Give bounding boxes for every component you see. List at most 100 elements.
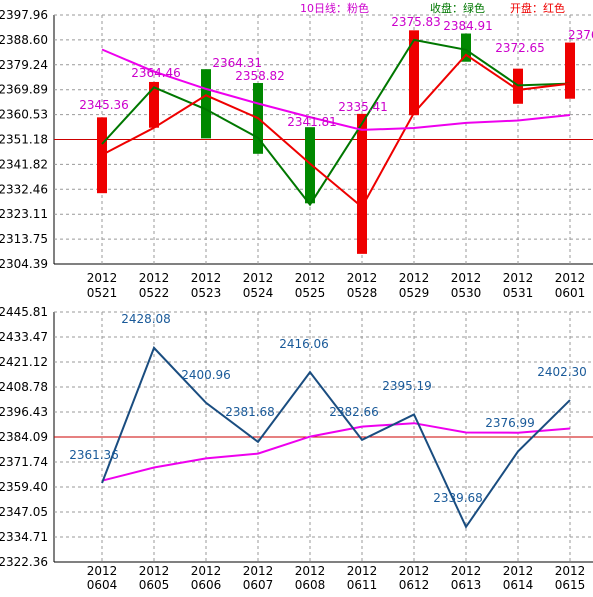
x-tick-label-year: 2012: [503, 271, 534, 285]
data-label: 2376.78: [568, 28, 593, 42]
data-label: 2364.46: [131, 66, 181, 80]
y-tick-label: 2369.89: [0, 83, 48, 97]
close-price-line: [101, 38, 571, 207]
data-label: 2376.99: [485, 416, 535, 430]
x-tick-label-year: 2012: [243, 564, 274, 578]
x-tick-label-date: 0611: [347, 578, 378, 592]
x-tick-label-year: 2012: [191, 564, 222, 578]
data-label: 2361.36: [69, 448, 119, 462]
x-tick-label-date: 0605: [139, 578, 170, 592]
data-label: 2339.68: [433, 491, 483, 505]
data-label: 2395.19: [382, 379, 432, 393]
data-label: 2358.82: [235, 69, 285, 83]
candle-bar: [201, 69, 211, 139]
y-tick-label: 2359.40: [0, 480, 48, 494]
x-tick-label-date: 0613: [451, 578, 482, 592]
candle-bar: [409, 30, 419, 116]
x-tick-label-year: 2012: [451, 564, 482, 578]
x-tick-label-year: 2012: [503, 564, 534, 578]
data-label: 2345.36: [79, 98, 129, 112]
y-tick-label: 2323.11: [0, 207, 48, 221]
x-tick-label-date: 0606: [191, 578, 222, 592]
y-tick-label: 2397.96: [0, 8, 48, 22]
data-label: 2382.66: [329, 405, 379, 419]
candle-bar: [565, 42, 575, 99]
y-tick-label: 2384.09: [0, 430, 48, 444]
x-tick-label-year: 2012: [87, 564, 118, 578]
x-tick-label-date: 0523: [191, 286, 222, 300]
x-tick-label-year: 2012: [139, 564, 170, 578]
x-tick-label-date: 0530: [451, 286, 482, 300]
data-label: 2375.83: [391, 15, 441, 29]
open-price-line: [101, 53, 571, 209]
y-tick-label: 2322.36: [0, 555, 48, 569]
x-tick-label-date: 0524: [243, 286, 274, 300]
x-tick-label-year: 2012: [555, 564, 586, 578]
candle-bar: [357, 113, 367, 254]
y-tick-label: 2371.74: [0, 455, 48, 469]
x-tick-label-date: 0601: [555, 286, 586, 300]
y-tick-label: 2421.12: [0, 355, 48, 369]
x-tick-label-year: 2012: [399, 564, 430, 578]
candle-bar: [97, 117, 107, 194]
x-tick-label-date: 0528: [347, 286, 378, 300]
data-label: 2400.96: [181, 368, 231, 382]
x-tick-label-year: 2012: [347, 271, 378, 285]
data-label: 2416.06: [279, 337, 329, 351]
data-label: 2335.41: [338, 100, 388, 114]
data-label: 2364.31: [212, 56, 262, 70]
y-tick-label: 2408.78: [0, 380, 48, 394]
x-tick-label-date: 0615: [555, 578, 586, 592]
y-tick-label: 2347.05: [0, 505, 48, 519]
x-tick-label-year: 2012: [243, 271, 274, 285]
y-tick-label: 2351.18: [0, 133, 48, 147]
y-tick-label: 2379.24: [0, 58, 48, 72]
x-tick-label-date: 0614: [503, 578, 534, 592]
data-label: 2384.91: [443, 19, 493, 33]
y-tick-label: 2334.71: [0, 530, 48, 544]
candle-bar: [305, 127, 315, 204]
candle-bar: [461, 33, 471, 62]
data-label: 2341.81: [287, 115, 337, 129]
data-label: 2381.68: [225, 405, 275, 419]
y-tick-label: 2304.39: [0, 257, 48, 271]
data-label: 2372.65: [495, 41, 545, 55]
x-tick-label-year: 2012: [451, 271, 482, 285]
x-tick-label-year: 2012: [139, 271, 170, 285]
y-tick-label: 2433.47: [0, 330, 48, 344]
y-tick-label: 2332.46: [0, 182, 48, 196]
legend-entry: 开盘：红色: [510, 1, 565, 15]
y-tick-label: 2388.60: [0, 33, 48, 47]
x-tick-label-date: 0525: [295, 286, 326, 300]
y-tick-label: 2396.43: [0, 405, 48, 419]
x-tick-label-year: 2012: [555, 271, 586, 285]
ma10-line: [101, 48, 571, 131]
x-tick-label-date: 0608: [295, 578, 326, 592]
ma-line: [101, 422, 571, 482]
legend-entry: 10日线：粉色: [300, 1, 369, 15]
x-tick-label-date: 0521: [87, 286, 118, 300]
x-tick-label-date: 0522: [139, 286, 170, 300]
x-tick-label-date: 0529: [399, 286, 430, 300]
price-line: [101, 346, 571, 529]
x-tick-label-year: 2012: [399, 271, 430, 285]
y-tick-label: 2445.81: [0, 305, 48, 319]
x-tick-label-date: 0531: [503, 286, 534, 300]
x-tick-label-year: 2012: [87, 271, 118, 285]
x-tick-label-year: 2012: [295, 271, 326, 285]
x-tick-label-year: 2012: [191, 271, 222, 285]
candle-bar: [149, 81, 159, 128]
x-tick-label-year: 2012: [295, 564, 326, 578]
data-label: 2402.30: [537, 365, 587, 379]
y-tick-label: 2313.75: [0, 232, 48, 246]
data-label: 2428.08: [121, 312, 171, 326]
x-tick-label-date: 0607: [243, 578, 274, 592]
y-tick-label: 2341.82: [0, 157, 48, 171]
x-tick-label-date: 0612: [399, 578, 430, 592]
x-tick-label-date: 0604: [87, 578, 118, 592]
x-tick-label-year: 2012: [347, 564, 378, 578]
legend-entry: 收盘：绿色: [430, 1, 485, 15]
y-tick-label: 2360.53: [0, 108, 48, 122]
